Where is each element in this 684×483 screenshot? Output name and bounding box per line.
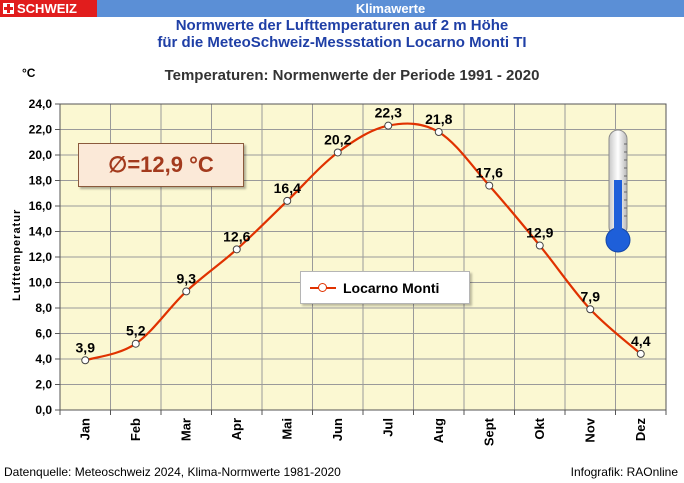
x-tick-label: Feb — [128, 418, 143, 441]
x-tick-label: Dez — [633, 418, 648, 442]
chart-title: Temperaturen: Normenwerte der Periode 19… — [164, 67, 540, 84]
data-point — [434, 128, 443, 137]
x-tick-label: Aug — [431, 418, 446, 443]
data-point — [636, 349, 645, 358]
legend: Locarno Monti — [300, 271, 470, 304]
y-tick-labels: 0,0 2,0 4,0 6,0 8,0 10,0 12,0 14,0 16,0 18,0 20,0 2… — [29, 97, 53, 417]
unit-label: °C — [22, 66, 36, 80]
x-tick-label: Jan — [77, 418, 92, 440]
x-tick-label: Okt — [532, 417, 547, 439]
swiss-flag-icon — [3, 3, 14, 14]
data-label: 17,6 — [476, 165, 503, 181]
data-point — [182, 287, 191, 296]
data-labels: 3,9 5,2 9,3 12,6 16,4 20,2 22,3 21,8 17,6 12,9 7,9… — [76, 105, 651, 356]
data-label: 5,2 — [126, 323, 146, 339]
y-tick-label: 22,0 — [29, 123, 53, 137]
brand-badge[interactable]: SCHWEIZ — [0, 0, 97, 17]
data-point — [283, 196, 292, 205]
x-tick-label: Apr — [229, 418, 244, 440]
y-tick-label: 14,0 — [29, 225, 53, 239]
data-label: 20,2 — [324, 131, 351, 147]
data-point — [384, 121, 393, 130]
x-tick-label: Nov — [582, 417, 597, 442]
data-label: 16,4 — [274, 180, 301, 196]
title-line-1: Normwerte der Lufttemperaturen auf 2 m H… — [175, 17, 509, 34]
axes — [55, 103, 667, 415]
data-point — [535, 241, 544, 250]
legend-entry-locarno-monti: Locarno Monti — [343, 280, 440, 296]
footer-source: Datenquelle: Meteoschweiz 2024, Klima-No… — [4, 465, 341, 479]
brand-label: SCHWEIZ — [17, 1, 77, 16]
data-label: 21,8 — [425, 111, 452, 127]
data-point — [333, 148, 342, 157]
footer-credit: Infografik: RAOnline — [570, 465, 678, 479]
data-points — [81, 121, 645, 365]
x-tick-label: Sept — [481, 417, 496, 446]
average-box: ∅=12,9 °C — [78, 143, 244, 187]
y-tick-label: 10,0 — [29, 276, 53, 290]
y-tick-label: 20,0 — [29, 148, 53, 162]
data-point — [586, 305, 595, 314]
x-tick-label: Mar — [178, 418, 193, 441]
data-label: 7,9 — [581, 288, 601, 304]
y-tick-label: 16,0 — [29, 199, 53, 213]
data-point — [131, 339, 140, 348]
y-tick-label: 8,0 — [35, 301, 52, 315]
data-label: 9,3 — [177, 270, 197, 286]
thermometer-icon — [605, 129, 631, 253]
y-tick-label: 18,0 — [29, 174, 53, 188]
page-title: Normwerte der Lufttemperaturen auf 2 m H… — [0, 17, 684, 51]
data-point — [232, 245, 241, 254]
x-tick-labels: Jan Feb Mar Apr Mai Jun Jul Aug Sept Okt Nov Dez — [77, 417, 648, 446]
y-tick-label: 4,0 — [35, 352, 52, 366]
y-tick-label: 12,0 — [29, 250, 53, 264]
top-bar — [0, 0, 684, 17]
legend-line-symbol — [310, 283, 336, 292]
y-tick-label: 24,0 — [29, 97, 53, 111]
legend-marker — [318, 283, 327, 292]
data-label: 12,6 — [223, 228, 250, 244]
x-tick-label: Jun — [330, 418, 345, 441]
section-label: Klimawerte — [355, 1, 426, 16]
y-tick-label: 6,0 — [35, 327, 52, 341]
y-tick-label: 2,0 — [35, 378, 52, 392]
data-label: 4,4 — [631, 333, 651, 349]
data-label: 12,9 — [526, 225, 553, 241]
data-label: 22,3 — [375, 105, 402, 121]
x-tick-label: Jul — [380, 418, 395, 437]
data-point — [81, 356, 90, 365]
title-line-2: für die MeteoSchweiz-Messstation Locarno… — [157, 34, 527, 51]
y-tick-label: 0,0 — [35, 403, 52, 417]
data-label: 3,9 — [76, 339, 96, 355]
x-tick-label: Mai — [279, 418, 294, 440]
data-point — [485, 181, 494, 190]
